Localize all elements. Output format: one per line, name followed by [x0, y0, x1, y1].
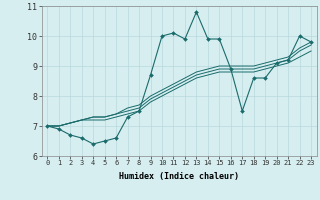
X-axis label: Humidex (Indice chaleur): Humidex (Indice chaleur)	[119, 172, 239, 181]
